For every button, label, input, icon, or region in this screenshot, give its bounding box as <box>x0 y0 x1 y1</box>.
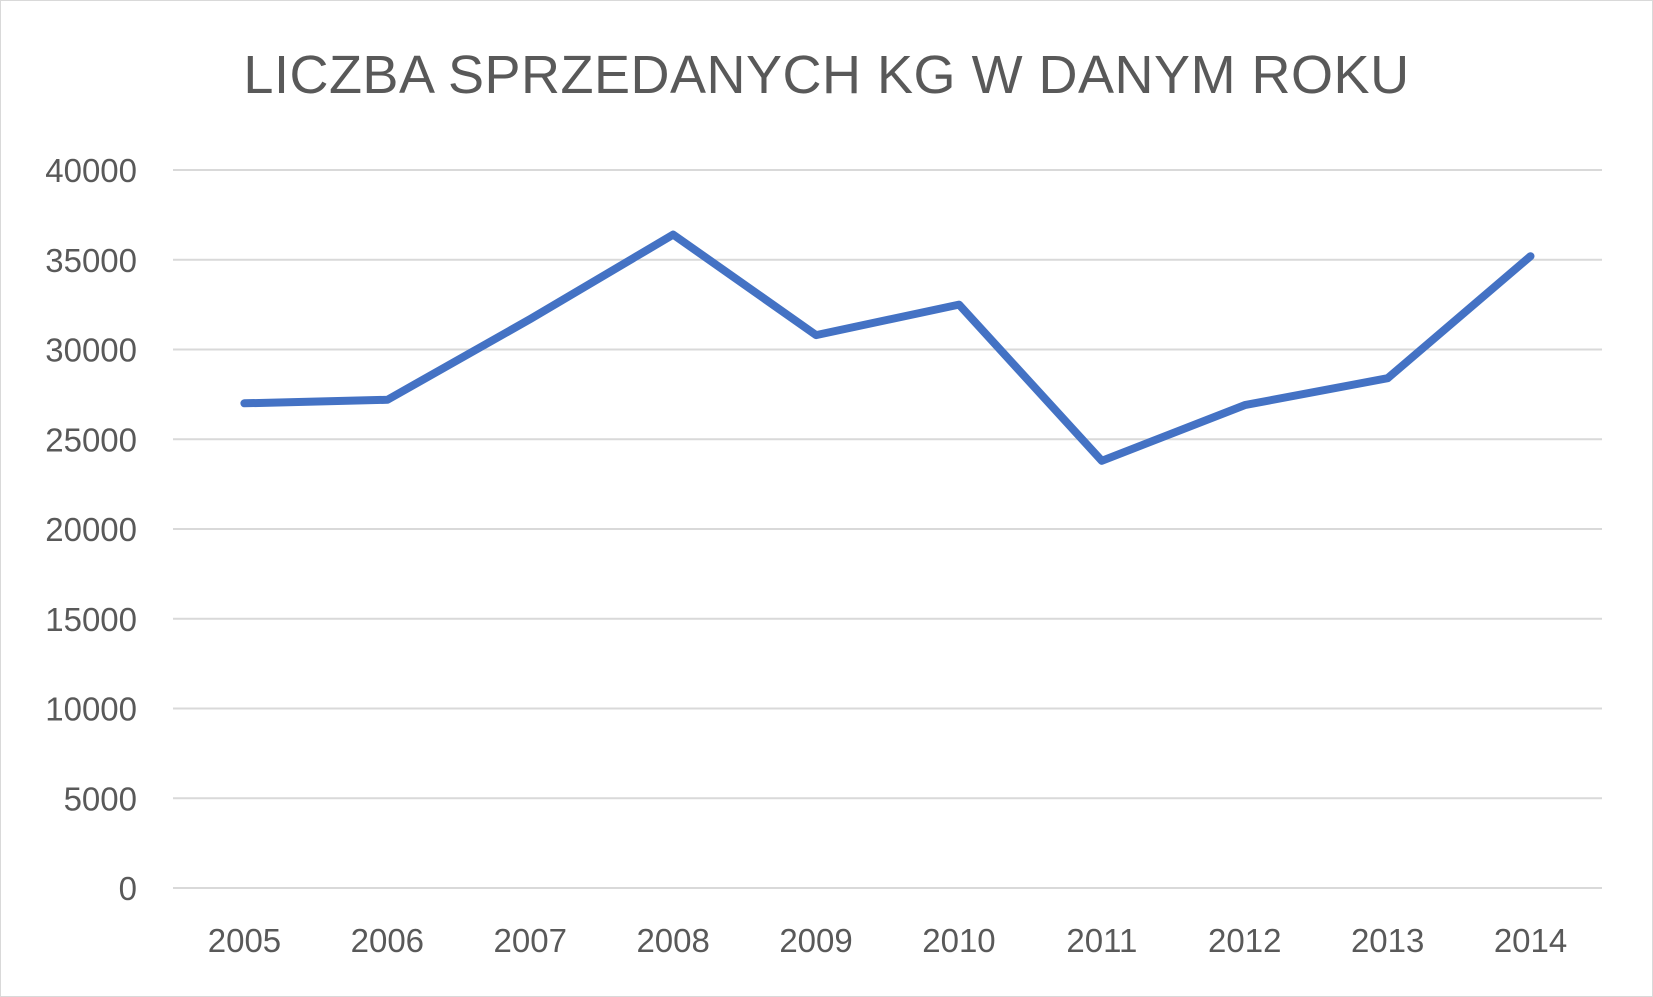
x-tick-label: 2012 <box>1208 922 1281 959</box>
x-tick-label: 2011 <box>1066 922 1137 959</box>
y-tick-label: 15000 <box>45 601 137 638</box>
x-tick-label: 2008 <box>636 922 709 959</box>
series-line-0 <box>240 230 1535 465</box>
x-axis-ticks: 2005 2006 2007 2008 2009 2010 2011 2012 2013 2014 <box>208 922 1568 959</box>
y-tick-label: 10000 <box>45 691 137 728</box>
y-tick-label: 0 <box>119 870 137 907</box>
x-tick-label: 2010 <box>922 922 995 959</box>
y-tick-label: 5000 <box>64 780 137 817</box>
x-tick-label: 2009 <box>779 922 852 959</box>
y-tick-label: 25000 <box>45 421 137 458</box>
y-axis-ticks: 0 5000 10000 15000 20000 25000 30000 35000 40000 <box>45 152 137 907</box>
grid-layer <box>173 169 1602 889</box>
x-tick-label: 2005 <box>208 922 281 959</box>
y-tick-label: 40000 <box>45 152 137 189</box>
x-tick-label: 2007 <box>494 922 567 959</box>
chart-title: LICZBA SPRZEDANYCH KG W DANYM ROKU <box>243 45 1410 105</box>
x-tick-label: 2013 <box>1351 922 1424 959</box>
y-tick-label: 20000 <box>45 511 137 548</box>
series-layer <box>240 230 1535 465</box>
x-tick-label: 2014 <box>1494 922 1567 959</box>
x-tick-label: 2006 <box>351 922 424 959</box>
y-tick-label: 30000 <box>45 332 137 369</box>
y-tick-label: 35000 <box>45 242 137 279</box>
